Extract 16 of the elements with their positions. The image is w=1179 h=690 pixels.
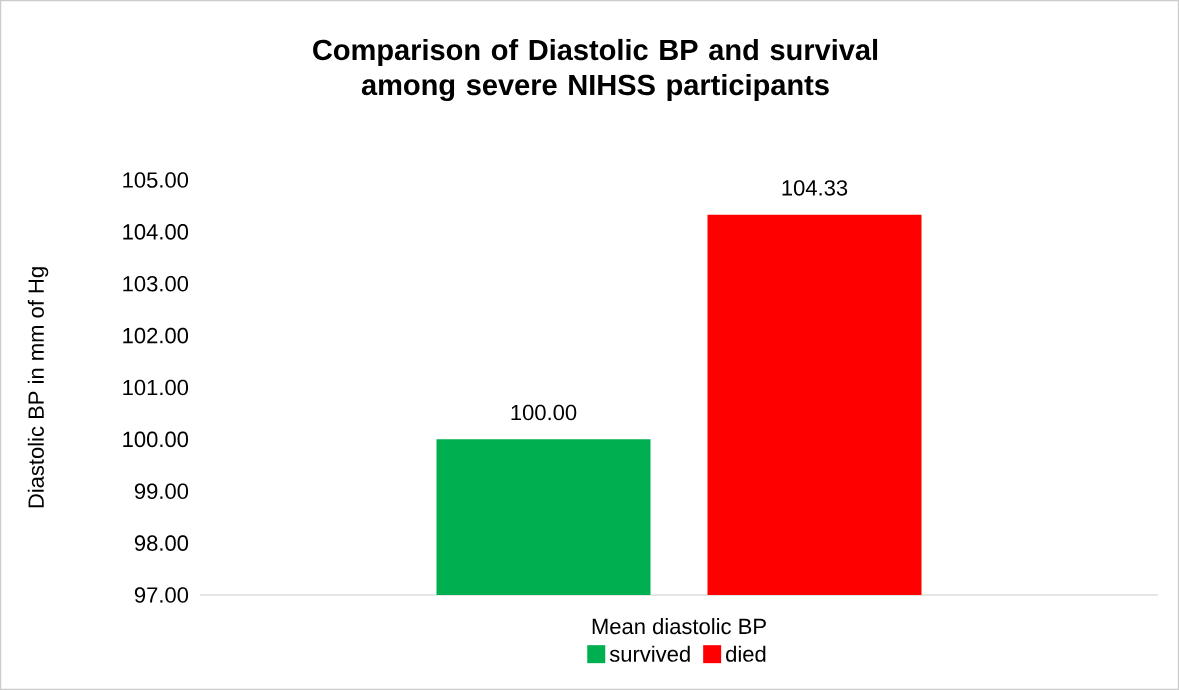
- y-tick-label: 101.00: [123, 379, 189, 396]
- legend-label: died: [726, 645, 766, 662]
- y-tick-label: 105.00: [123, 172, 189, 188]
- y-tick-label: 97.00: [134, 587, 189, 603]
- chart-title: Comparison of Diastolic BP and survival among severe NIHSS participants: [313, 38, 878, 102]
- legend-label: survived: [609, 645, 690, 662]
- y-tick-label: 104.00: [123, 224, 189, 240]
- y-tick-label: 98.00: [134, 535, 189, 551]
- data-label: 100.00: [511, 404, 577, 421]
- y-tick-label: 100.00: [123, 431, 189, 448]
- x-tick-label: Mean diastolic BP: [592, 618, 766, 635]
- y-tick-label: 102.00: [123, 327, 189, 344]
- y-axis-title: Diastolic BP in mm of Hg: [27, 267, 49, 508]
- y-tick-label: 99.00: [134, 483, 189, 500]
- y-tick-label: 103.00: [123, 275, 189, 292]
- data-label: 104.33: [782, 180, 848, 196]
